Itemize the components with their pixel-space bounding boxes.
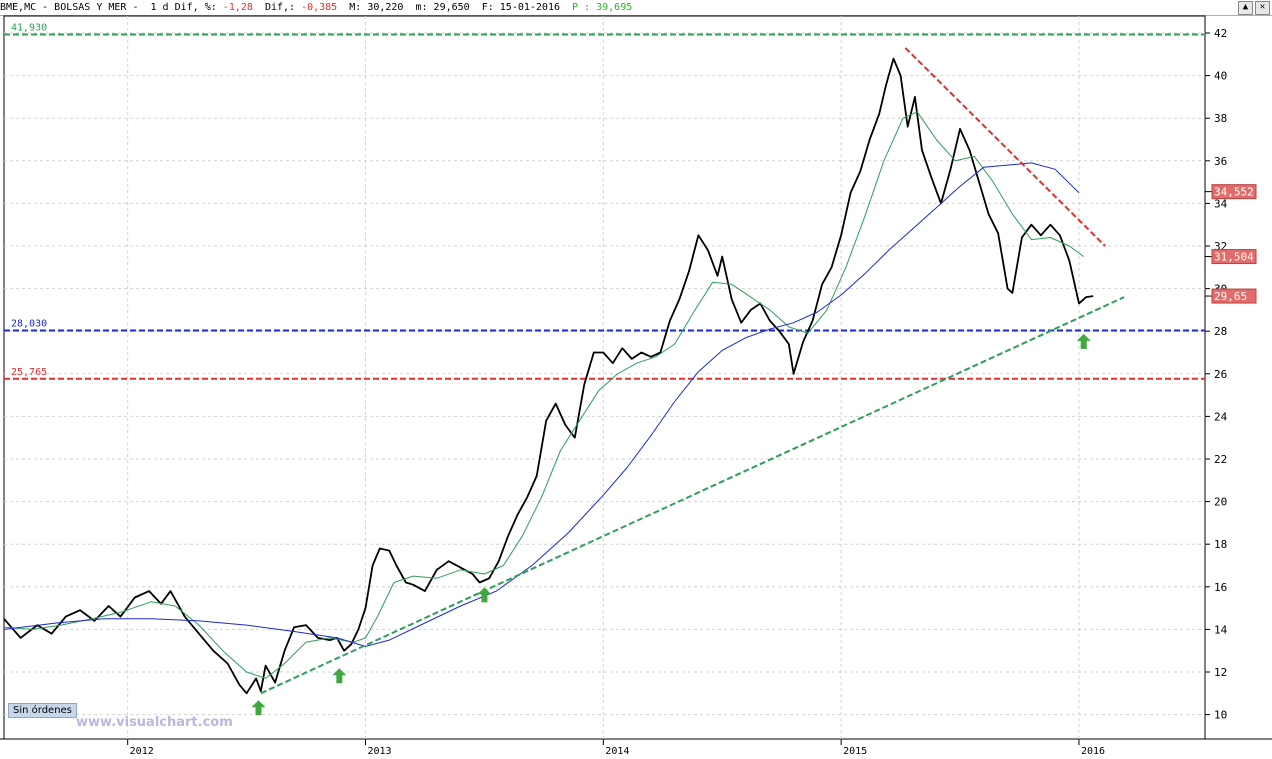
y-tick-label: 34 <box>1214 197 1228 210</box>
price-tag-box <box>1211 288 1257 304</box>
window-controls: ▲ ✕ <box>1238 1 1270 15</box>
x-tick-label: 2012 <box>130 746 154 757</box>
min-label: m: <box>415 2 428 13</box>
y-tick-label: 20 <box>1214 496 1227 509</box>
horizontal-level-label: 25,765 <box>11 367 47 378</box>
y-tick-label: 10 <box>1214 709 1227 722</box>
y-tick-label: 16 <box>1214 581 1227 594</box>
y-tick-label: 18 <box>1214 538 1227 551</box>
y-tick-label: 40 <box>1214 70 1227 83</box>
price-line <box>3 57 1094 695</box>
price-tag-box <box>1211 184 1257 200</box>
x-tick-label: 2015 <box>843 746 867 757</box>
buy-arrow-icon <box>477 587 492 603</box>
orders-status-badge[interactable]: Sin órdenes <box>8 703 77 718</box>
x-tick-label: 2014 <box>605 746 629 757</box>
watermark: www.visualchart.com <box>76 715 233 730</box>
dif-pct-value: -1,28 <box>222 2 253 13</box>
y-tick-label: 36 <box>1214 155 1227 168</box>
price-tag-label: 31,504 <box>1214 251 1254 264</box>
date-label: F: <box>481 2 494 13</box>
y-tick-label: 28 <box>1214 325 1227 338</box>
y-tick-label: 22 <box>1214 453 1227 466</box>
buy-arrow-icon <box>1076 333 1091 349</box>
price-tag-label: 34,552 <box>1214 186 1254 199</box>
info-bar: BME,MC - BOLSAS Y MER - 1 d Dif, %: -1,2… <box>0 0 1272 16</box>
price-value: 39,695 <box>596 2 633 13</box>
price-tag-label: 29,65 <box>1214 290 1247 303</box>
dif-pct-label: Dif, %: <box>174 2 217 13</box>
short-moving-average-line <box>3 111 1084 679</box>
date-value: 15-01-2016 <box>499 2 560 13</box>
y-tick-label: 42 <box>1214 27 1227 40</box>
horizontal-level-label: 41,930 <box>11 22 47 33</box>
dif-label: Dif,: <box>264 2 296 13</box>
trendline[interactable] <box>260 296 1125 695</box>
price-tag-box <box>1211 249 1257 265</box>
maximize-button[interactable]: ▲ <box>1238 1 1253 15</box>
y-axis-panel <box>1205 16 1272 739</box>
dif-value: -0,385 <box>301 2 338 13</box>
y-tick-label: 14 <box>1214 623 1228 636</box>
max-label: M: <box>349 2 362 13</box>
timeframe-label: 1 d <box>150 2 169 13</box>
symbol-name: BME,MC - BOLSAS Y MER - <box>0 2 139 13</box>
y-tick-label: 38 <box>1214 112 1227 125</box>
price-label: P : <box>572 2 591 13</box>
x-tick-label: 2013 <box>367 746 391 757</box>
buy-arrow-icon <box>251 700 266 716</box>
horizontal-level-label: 28,030 <box>11 319 47 330</box>
x-tick-label: 2016 <box>1081 746 1105 757</box>
trendline[interactable] <box>904 47 1106 247</box>
x-axis-panel <box>0 739 1272 759</box>
min-value: 29,650 <box>433 2 470 13</box>
buy-arrow-icon <box>332 668 347 684</box>
y-tick-label: 12 <box>1214 666 1227 679</box>
max-value: 30,220 <box>367 2 404 13</box>
y-tick-label: 26 <box>1214 368 1227 381</box>
plot-area <box>3 15 1206 740</box>
y-tick-label: 24 <box>1214 410 1228 423</box>
close-button[interactable]: ✕ <box>1255 1 1270 15</box>
long-moving-average-line <box>3 162 1080 647</box>
